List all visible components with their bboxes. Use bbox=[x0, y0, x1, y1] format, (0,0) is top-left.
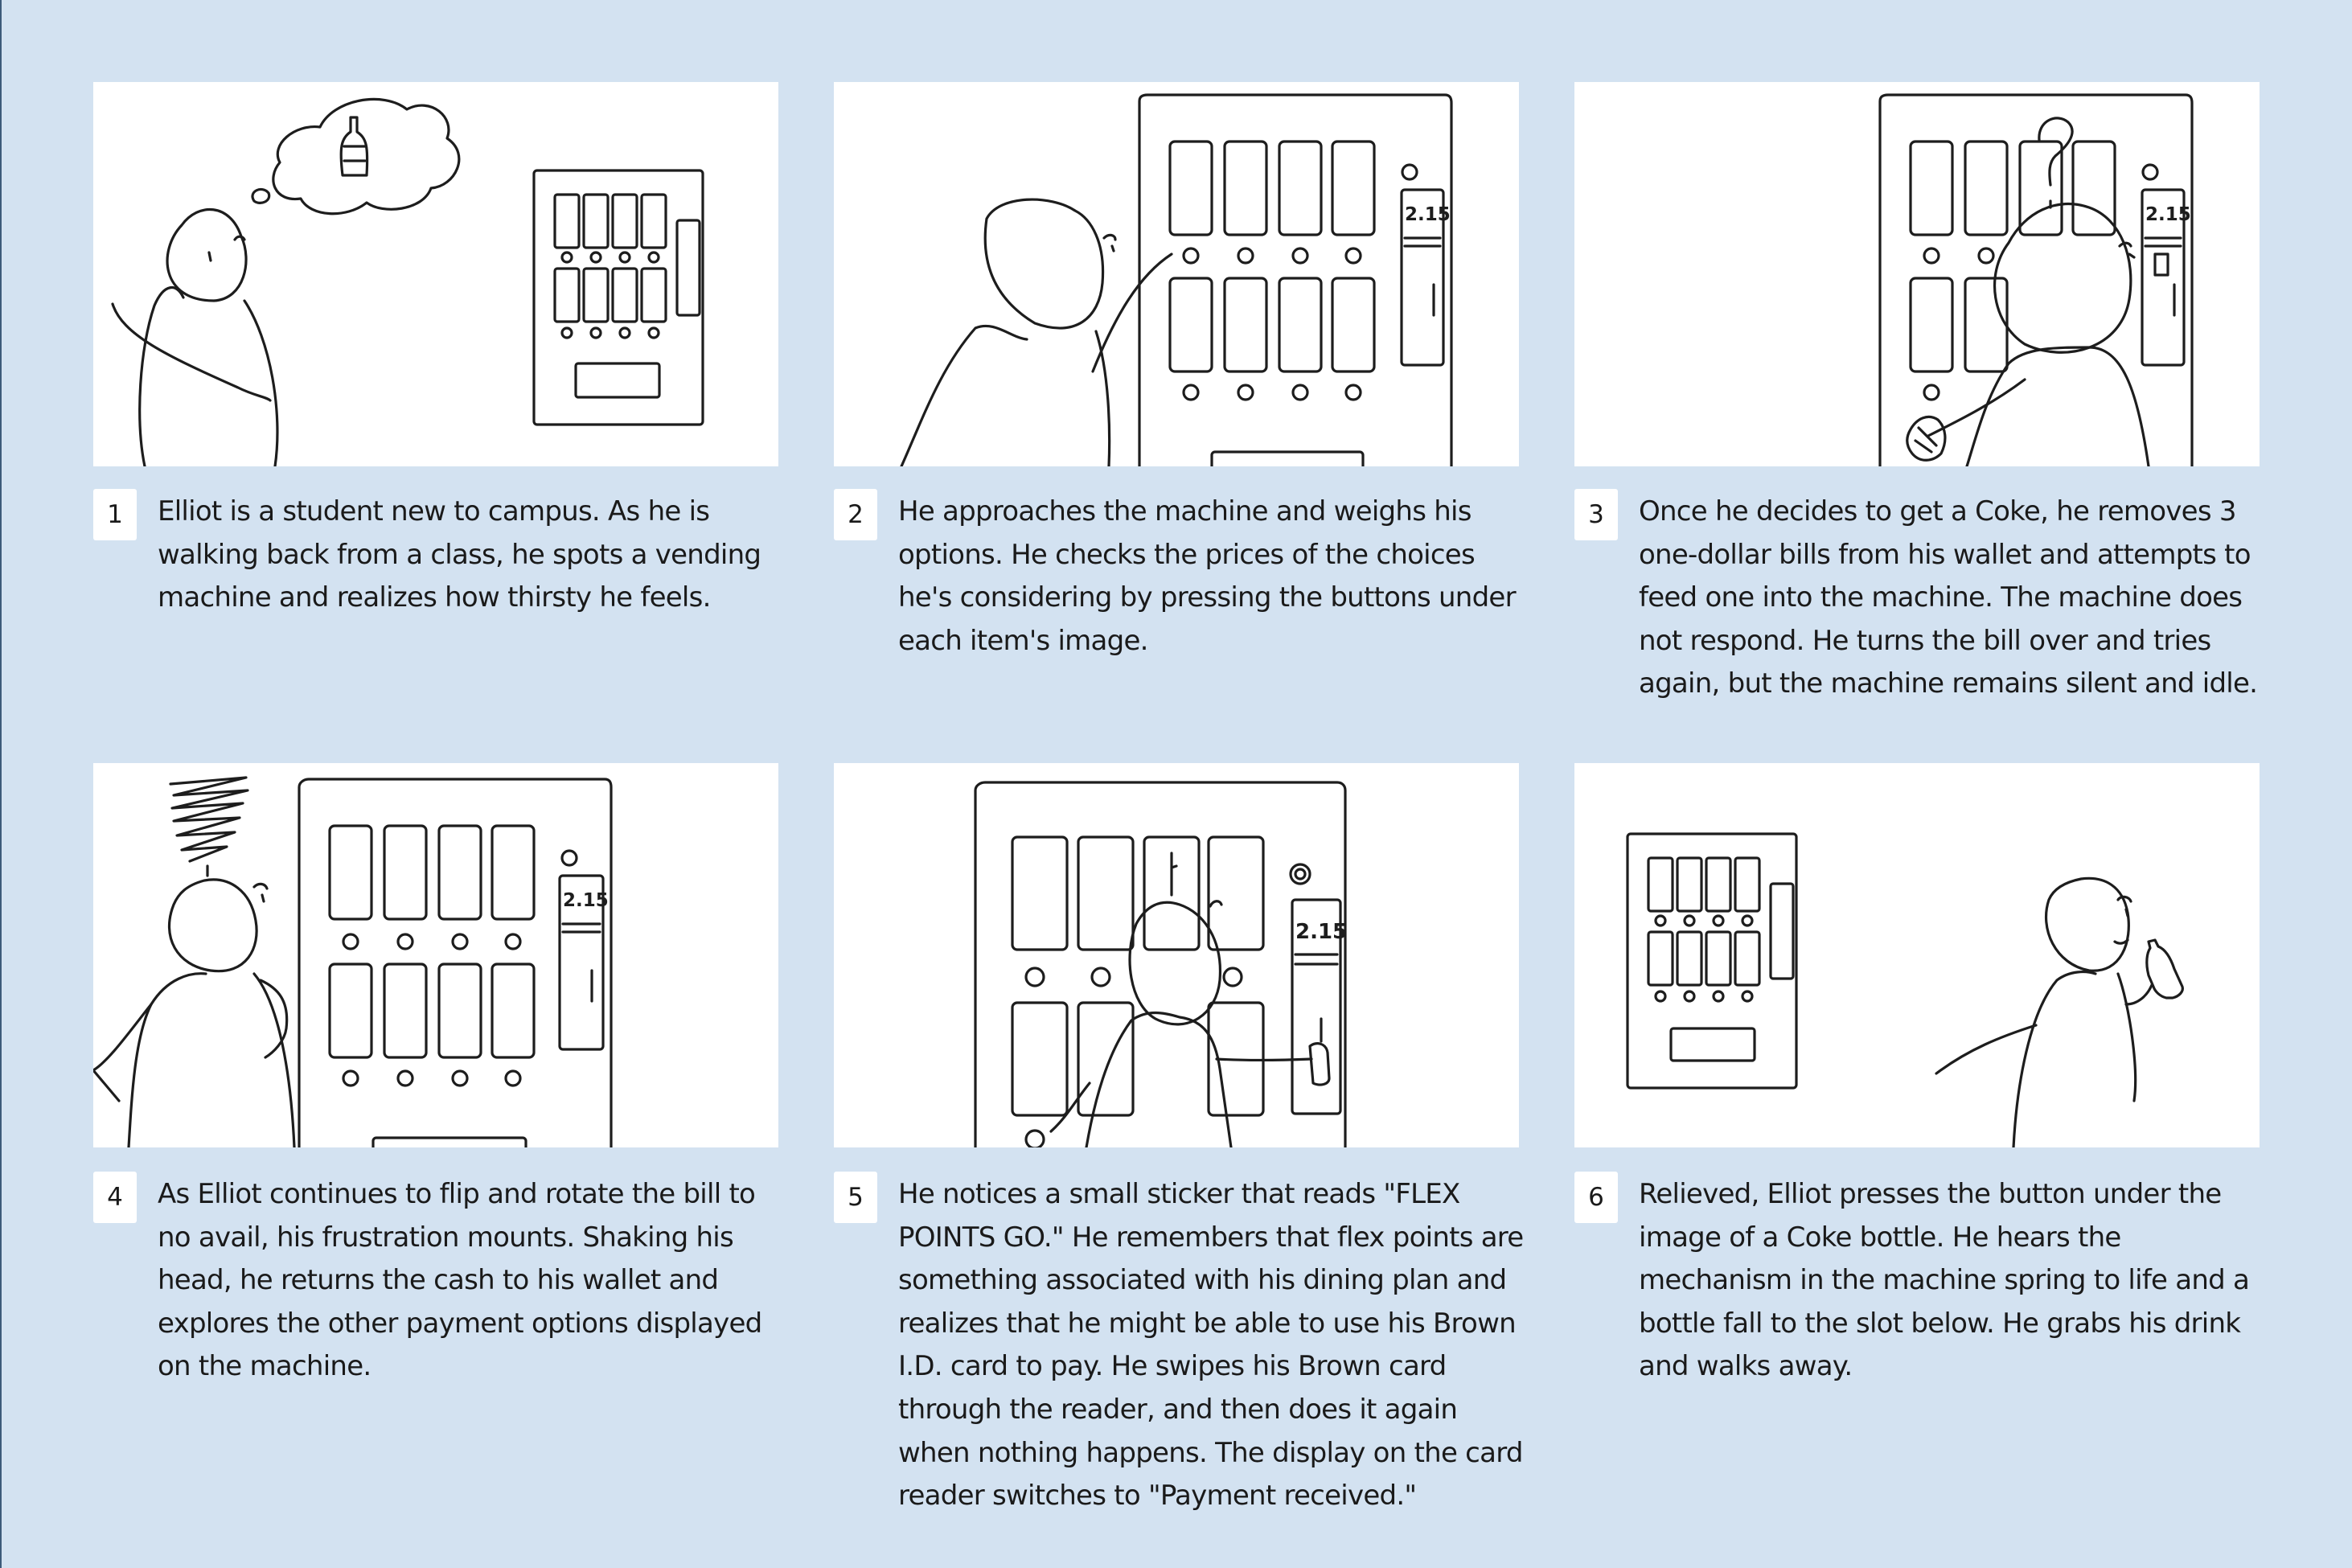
person-eye bbox=[2124, 908, 2129, 917]
person-head bbox=[1128, 901, 1222, 1026]
thought-bubble bbox=[272, 97, 461, 215]
frame-number: 1 bbox=[93, 489, 137, 540]
frame-4-sketch: 2.15 bbox=[93, 776, 613, 1147]
person-body bbox=[138, 285, 279, 466]
storyboard-frame-1 bbox=[93, 82, 778, 466]
storyboard-frame-3: 2.15 bbox=[1574, 82, 2260, 466]
frame-6-sketch bbox=[1626, 832, 2184, 1147]
person-brow bbox=[233, 235, 246, 241]
cash-bills bbox=[1906, 415, 1947, 462]
frame-description: He notices a small sticker that reads "F… bbox=[898, 1178, 1524, 1513]
person-brow bbox=[2116, 895, 2132, 903]
price-display: 2.15 bbox=[2145, 204, 2191, 225]
frame-description: As Elliot continues to flip and rotate t… bbox=[158, 1178, 762, 1383]
bottle-label bbox=[343, 145, 367, 162]
person-body bbox=[1965, 346, 2150, 466]
id-card bbox=[1308, 1042, 1331, 1086]
frame-number: 4 bbox=[93, 1172, 137, 1223]
person-arm-left bbox=[93, 1003, 153, 1102]
person-head bbox=[983, 198, 1105, 330]
storyboard-frame-4: 2.15 bbox=[93, 763, 778, 1147]
price-display: 2.15 bbox=[1295, 920, 1347, 944]
card-reader bbox=[1291, 898, 1342, 1115]
person-smile bbox=[2113, 938, 2129, 945]
person-arm bbox=[111, 302, 272, 402]
vending-machine bbox=[1138, 93, 1453, 466]
person-body bbox=[127, 972, 296, 1147]
frame-number: 3 bbox=[1574, 489, 1618, 540]
person-arm bbox=[1927, 378, 2026, 437]
frame-description: He approaches the machine and weighs his… bbox=[898, 495, 1517, 657]
person-brow bbox=[252, 882, 269, 890]
frame-number: 2 bbox=[834, 489, 877, 540]
person-arm bbox=[1091, 252, 1173, 373]
flex-sticker bbox=[1289, 863, 1311, 885]
price-display: 2.15 bbox=[1405, 204, 1451, 225]
person-eye bbox=[261, 893, 265, 903]
person-brow bbox=[1102, 233, 1117, 241]
person-body bbox=[2012, 971, 2137, 1147]
frame-5-sketch: 2.15 bbox=[974, 781, 1347, 1147]
frustration-scribble bbox=[169, 776, 249, 863]
person-head bbox=[1993, 203, 2132, 354]
vending-machine bbox=[1878, 93, 2194, 466]
storyboard-frame-2: 2.15 bbox=[834, 82, 1519, 466]
person-arm-back bbox=[1935, 1024, 2038, 1075]
person-body bbox=[1085, 1011, 1233, 1147]
person-arm-front bbox=[2124, 983, 2153, 1006]
person-eye bbox=[1110, 244, 1115, 252]
person-body bbox=[900, 324, 1111, 466]
frame-description: Relieved, Elliot presses the button unde… bbox=[1639, 1178, 2250, 1383]
bottle-sketch bbox=[339, 116, 369, 177]
card-reader bbox=[2141, 188, 2186, 367]
person-head bbox=[167, 878, 258, 973]
frame-1-sketch bbox=[111, 97, 704, 466]
card-reader bbox=[558, 874, 605, 1051]
vending-machine bbox=[298, 778, 613, 1147]
vending-machine bbox=[532, 169, 704, 426]
person-arm bbox=[1215, 1057, 1313, 1062]
page-edge-rule bbox=[0, 0, 2, 1568]
frame-number: 6 bbox=[1574, 1172, 1618, 1223]
vending-machine bbox=[1626, 832, 1798, 1090]
held-bottle bbox=[2145, 938, 2184, 999]
vending-machine bbox=[974, 781, 1347, 1147]
storyboard-frame-6 bbox=[1574, 763, 2260, 1147]
frame-number: 5 bbox=[834, 1172, 877, 1223]
person-arm-right bbox=[259, 979, 289, 1059]
card-reader bbox=[1400, 188, 1445, 367]
frame-2-sketch: 2.15 bbox=[900, 93, 1453, 466]
storyboard-frame-5: 2.15 bbox=[834, 763, 1519, 1147]
person-head bbox=[2045, 876, 2130, 972]
price-display: 2.15 bbox=[563, 890, 609, 911]
person-head bbox=[166, 207, 248, 302]
thought-bubble-dot bbox=[251, 188, 271, 204]
frame-description: Elliot is a student new to campus. As he… bbox=[158, 495, 761, 614]
person-eye bbox=[207, 251, 212, 262]
frame-description: Once he decides to get a Coke, he remove… bbox=[1639, 495, 2258, 700]
question-mark bbox=[2038, 117, 2074, 209]
frame-3-sketch: 2.15 bbox=[1878, 93, 2194, 466]
